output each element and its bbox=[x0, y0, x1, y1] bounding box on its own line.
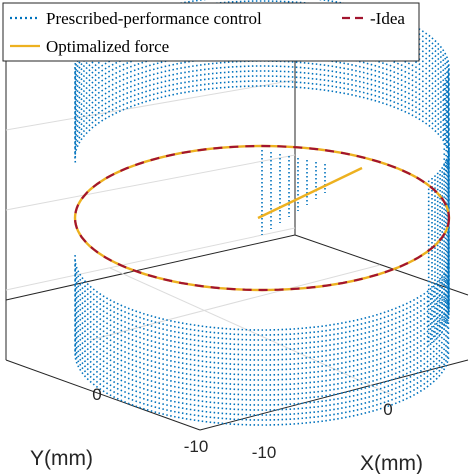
grid-line bbox=[89, 264, 381, 341]
series-prescribed-line bbox=[74, 328, 450, 406]
series-prescribed-line bbox=[74, 40, 450, 132]
legend-label-idea: -Idea bbox=[370, 9, 405, 28]
series-prescribed-line bbox=[74, 333, 450, 411]
series-prescribed-line bbox=[74, 348, 450, 426]
series-prescribed-line bbox=[74, 313, 450, 391]
series-prescribed-line bbox=[74, 75, 450, 167]
series-prescribed-line bbox=[74, 25, 450, 117]
series-prescribed-line bbox=[74, 303, 450, 381]
series-prescribed-line bbox=[74, 55, 450, 147]
grid-line bbox=[5, 154, 296, 211]
legend: Prescribed-performance control -Idea Opt… bbox=[2, 2, 420, 62]
series-prescribed-line bbox=[74, 283, 450, 361]
series-prescribed-line bbox=[74, 288, 450, 366]
y-tick-label: 0 bbox=[92, 385, 101, 404]
series-prescribed-line bbox=[74, 278, 450, 356]
series-prescribed-line bbox=[74, 65, 450, 157]
tick-labels: 0 -10 0 -10 bbox=[92, 385, 392, 462]
series-prescribed-line bbox=[74, 268, 450, 346]
series-prescribed-line bbox=[74, 35, 450, 127]
x-tick-label: 0 bbox=[383, 400, 392, 419]
grid-line bbox=[5, 227, 296, 291]
series-prescribed-line bbox=[74, 293, 450, 371]
series-prescribed-line bbox=[74, 85, 450, 177]
grid-line bbox=[5, 79, 296, 131]
legend-label-optimalized: Optimalized force bbox=[46, 37, 169, 56]
grid-line bbox=[109, 267, 393, 396]
series-prescribed-line bbox=[74, 323, 450, 401]
y-tick-label: -10 bbox=[184, 437, 209, 456]
x-axis-label: X(mm) bbox=[360, 452, 423, 474]
series-idea-line bbox=[73, 144, 451, 292]
series-prescribed-line bbox=[74, 338, 450, 416]
legend-label-prescribed: Prescribed-performance control bbox=[46, 9, 262, 28]
series-prescribed-line bbox=[74, 45, 450, 137]
legend-box bbox=[2, 2, 420, 62]
series-prescribed-line bbox=[74, 298, 450, 376]
series-prescribed-line bbox=[74, 60, 450, 152]
series-prescribed-line bbox=[74, 30, 450, 122]
series-prescribed-line bbox=[74, 258, 450, 336]
series-prescribed-line bbox=[74, 50, 450, 142]
series-prescribed-line bbox=[74, 343, 450, 421]
x-tick-label: -10 bbox=[252, 443, 277, 462]
axis-left-floor bbox=[5, 234, 296, 301]
axis-front-bottom-left bbox=[5, 359, 201, 431]
series-prescribed-line bbox=[74, 263, 450, 341]
grid-lines bbox=[5, 79, 393, 396]
series-prescribed-line bbox=[74, 80, 450, 172]
series-prescribed-line bbox=[74, 253, 450, 331]
series-prescribed-line bbox=[74, 70, 450, 162]
series-optimalized-line bbox=[257, 166, 363, 220]
y-axis-label: Y(mm) bbox=[30, 447, 93, 470]
series-prescribed-line bbox=[74, 273, 450, 351]
series-prescribed-line bbox=[74, 308, 450, 386]
series-prescribed-line bbox=[74, 318, 450, 396]
